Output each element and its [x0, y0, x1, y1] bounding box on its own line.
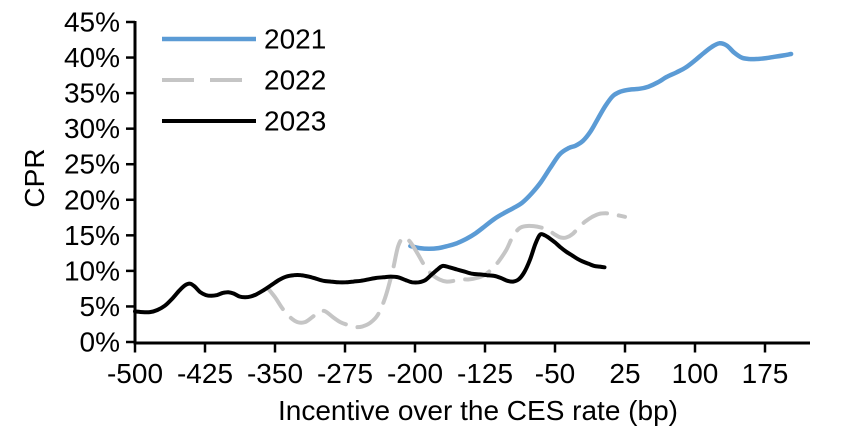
legend-label-2021: 2021: [264, 24, 326, 55]
series-2021-line: [408, 41, 794, 252]
y-tick-label: 45%: [64, 7, 120, 38]
legend-label-2023: 2023: [264, 106, 326, 137]
x-tick-label: 25: [609, 358, 640, 389]
series-2022-line: [265, 211, 627, 330]
y-tick-label: 30%: [64, 113, 120, 144]
y-axis-title: CPR: [19, 148, 50, 207]
y-tick-label: 35%: [64, 78, 120, 109]
x-tick-label: -350: [247, 358, 303, 389]
y-tick-label: 10%: [64, 255, 120, 286]
y-tick-label: 5%: [80, 291, 120, 322]
x-tick-label: 100: [672, 358, 719, 389]
y-tick-label: 20%: [64, 184, 120, 215]
x-tick-label: -50: [535, 358, 575, 389]
series-2023-line: [133, 232, 607, 315]
x-tick-label: -125: [457, 358, 513, 389]
legend-label-2022: 2022: [264, 65, 326, 96]
x-tick-label: -500: [107, 358, 163, 389]
x-tick-label: -275: [317, 358, 373, 389]
y-tick-label: 40%: [64, 42, 120, 73]
x-tick-label: -425: [177, 358, 233, 389]
x-tick-label: 175: [742, 358, 789, 389]
y-tick-label: 0%: [80, 327, 120, 358]
x-axis-title: Incentive over the CES rate (bp): [278, 395, 678, 426]
y-tick-label: 15%: [64, 220, 120, 251]
y-tick-label: 25%: [64, 149, 120, 180]
x-tick-label: -200: [387, 358, 443, 389]
